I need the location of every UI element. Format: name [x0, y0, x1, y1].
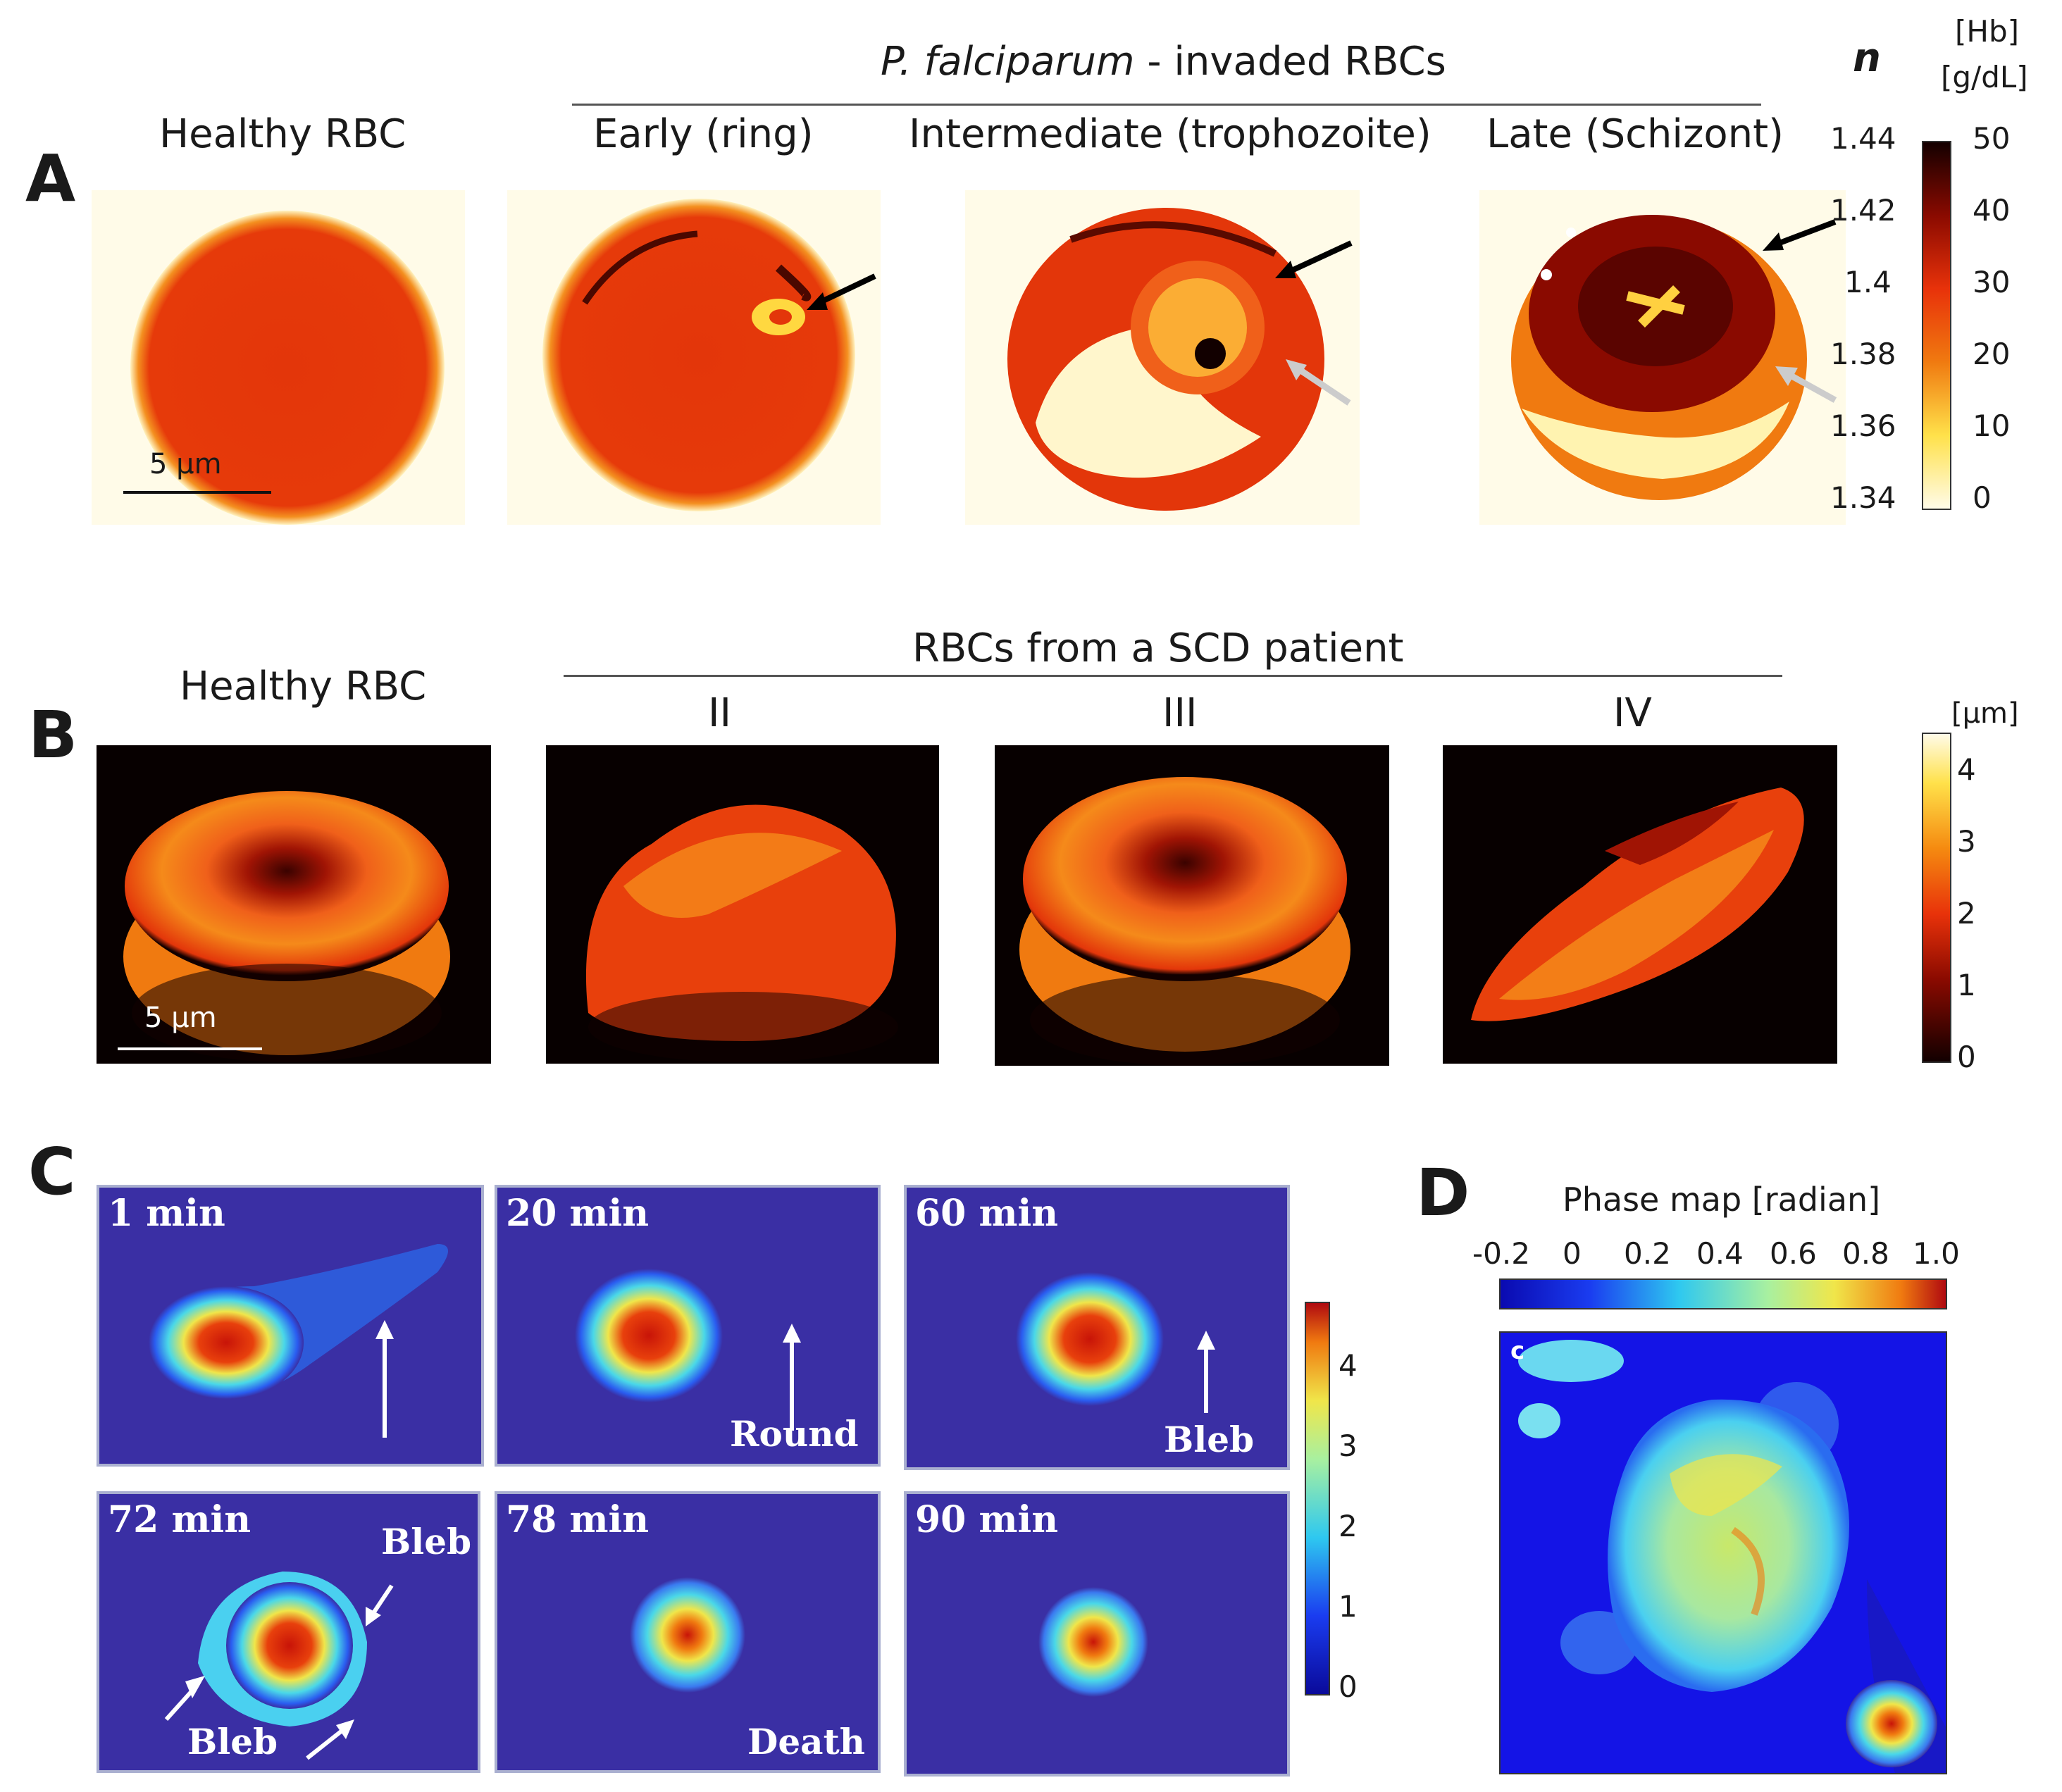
panel-b-col-ii: II [708, 690, 732, 736]
panel-b-scale-label: 5 μm [144, 1002, 217, 1034]
panel-c-note: Death [747, 1721, 866, 1762]
panel-a-col-late: Late (Schizont) [1486, 111, 1784, 157]
panel-a-n-tick: 1.44 [1830, 121, 1896, 156]
panel-a-n-tick: 1.34 [1830, 480, 1896, 515]
panel-b-tick: 0 [1957, 1040, 1976, 1074]
panel-a-n-tick: 1.4 [1844, 265, 1892, 299]
panel-c-tick: 4 [1339, 1348, 1358, 1383]
panel-c-tick: 2 [1339, 1509, 1358, 1543]
panel-b-scale-bar [118, 1047, 262, 1050]
panel-b-group-rule [564, 675, 1782, 677]
panel-b-tick: 3 [1957, 824, 1976, 859]
panel-a-hb-tick: 0 [1973, 480, 1992, 515]
panel-c-frame-1min: 1 min [97, 1185, 484, 1467]
panel-b-tick: 2 [1957, 896, 1976, 931]
panel-a-group-rule [572, 104, 1761, 106]
panel-label-d: D [1416, 1155, 1470, 1231]
panel-b-healthy-title: Healthy RBC [180, 664, 427, 709]
panel-c-note: Bleb [1164, 1419, 1255, 1460]
panel-a-hb-label-1: [Hb] [1955, 14, 2020, 49]
panel-b-col-iii: III [1162, 690, 1198, 736]
group-title-suffix: - invaded RBCs [1134, 39, 1446, 85]
panel-b-tick: 1 [1957, 968, 1976, 1002]
panel-d-tick: -0.2 [1472, 1236, 1530, 1271]
panel-a-col-early: Early (ring) [593, 111, 814, 157]
panel-a-hb-tick: 10 [1973, 409, 2011, 443]
panel-c-time-label: 60 min [915, 1192, 1059, 1235]
panel-d-phase-map-image: c [1499, 1331, 1947, 1774]
panel-b-colorbar-unit: [μm] [1951, 697, 2019, 730]
panel-d-corner-letter: c [1510, 1337, 1525, 1365]
panel-d-tick: 0.6 [1770, 1236, 1817, 1271]
panel-b-col-iv: IV [1613, 690, 1652, 736]
panel-c-frame-78min: 78 min Death [495, 1491, 881, 1773]
panel-d-tick: 1.0 [1913, 1236, 1960, 1271]
panel-c-tick: 0 [1339, 1669, 1358, 1704]
panel-label-a: A [25, 141, 76, 216]
panel-c-frame-72min: 72 min Bleb Bleb [97, 1491, 480, 1773]
panel-d-tick: 0.8 [1842, 1236, 1889, 1271]
species-name: P. falciparum [881, 39, 1135, 85]
panel-a-hb-tick: 20 [1973, 337, 2011, 371]
panel-d-tick: 0 [1563, 1236, 1582, 1271]
panel-c-time-label: 20 min [506, 1192, 650, 1235]
panel-a-hb-tick: 30 [1973, 265, 2011, 299]
panel-label-b: B [28, 697, 78, 773]
panel-c-tick: 3 [1339, 1429, 1358, 1463]
panel-a-trophozoite-image [965, 190, 1360, 525]
panel-b-group-title: RBCs from a SCD patient [912, 626, 1404, 671]
panel-c-frame-20min: 20 min Round [495, 1185, 881, 1467]
panel-b-tick: 4 [1957, 752, 1976, 787]
panel-d-tick: 0.4 [1696, 1236, 1744, 1271]
panel-a-col-intermediate: Intermediate (trophozoite) [909, 111, 1431, 157]
panel-a-n-label: n [1853, 35, 1881, 81]
panel-a-scale-bar [123, 491, 271, 494]
panel-c-frame-60min: 60 min Bleb [904, 1185, 1290, 1470]
panel-a-n-tick: 1.38 [1830, 337, 1896, 371]
panel-a-scale-label: 5 μm [149, 448, 222, 480]
panel-a-early-ring-image [507, 190, 881, 525]
panel-b-sickle-ii-image [546, 745, 939, 1064]
panel-c-time-label: 90 min [915, 1498, 1059, 1541]
panel-a-hb-label-2: [g/dL] [1941, 60, 2028, 94]
panel-b-sickle-iv-image [1443, 745, 1837, 1064]
panel-c-colorbar [1305, 1302, 1330, 1695]
panel-c-time-label: 1 min [108, 1192, 225, 1235]
panel-a-group-title: P. falciparum - invaded RBCs [881, 39, 1446, 85]
panel-a-n-tick: 1.42 [1830, 193, 1896, 228]
panel-d-title: Phase map [radian] [1563, 1181, 1881, 1219]
panel-c-time-label: 72 min [108, 1498, 251, 1541]
panel-b-colorbar [1922, 733, 1951, 1063]
panel-a-hb-tick: 50 [1973, 121, 2011, 156]
panel-a-col-healthy: Healthy RBC [159, 111, 406, 157]
panel-c-note-top: Bleb [381, 1521, 472, 1562]
panel-c-note: Round [730, 1413, 859, 1455]
panel-b-healthy-3d-image [97, 745, 491, 1064]
panel-d-tick: 0.2 [1624, 1236, 1671, 1271]
panel-label-c: C [28, 1134, 76, 1209]
panel-d-colorbar [1499, 1278, 1947, 1309]
panel-a-schizont-image [1479, 190, 1846, 525]
panel-a-healthy-rbc-image [92, 190, 465, 525]
panel-c-note-bottom: Bleb [187, 1721, 278, 1762]
panel-c-frame-90min: 90 min [904, 1491, 1290, 1777]
panel-b-sickle-iii-image [995, 745, 1389, 1066]
panel-c-tick: 1 [1339, 1589, 1358, 1624]
panel-a-n-tick: 1.36 [1830, 409, 1896, 443]
panel-a-colorbar [1922, 141, 1951, 510]
panel-c-time-label: 78 min [506, 1498, 650, 1541]
panel-a-hb-tick: 40 [1973, 193, 2011, 228]
